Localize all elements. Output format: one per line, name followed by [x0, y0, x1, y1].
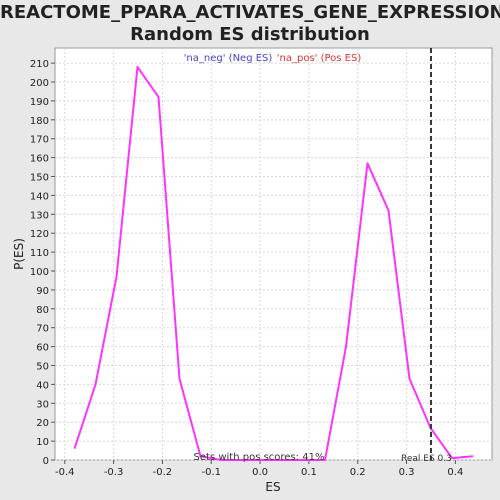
series-layer [73, 65, 474, 461]
y-tick-label: 180 [30, 116, 49, 127]
legend-pos: 'na_pos' (Pos ES) [277, 53, 362, 64]
axes: 0 10 20 30 40 50 60 70 80 90 100 110 120 130 140 150 160… [30, 59, 463, 478]
y-tick-label: 0 [43, 456, 49, 467]
y-tick-label: 70 [36, 324, 49, 335]
chart-title-line-2: Random ES distribution [130, 24, 370, 45]
plot-area [54, 47, 493, 461]
x-tick-label: 0.1 [301, 467, 317, 478]
real-es-label: Real ES 0.3 [401, 454, 452, 464]
y-tick-label: 30 [36, 399, 49, 410]
y-axis-label: P(ES) [12, 238, 26, 270]
y-tick-label: 80 [36, 305, 49, 316]
y-tick-label: 100 [30, 267, 49, 278]
y-tick-label: 130 [30, 210, 49, 221]
x-tick-label: -0.2 [153, 467, 173, 478]
x-tick-label: -0.4 [55, 467, 75, 478]
x-tick-label: 0.4 [447, 467, 463, 478]
grid [55, 48, 492, 461]
y-tick-label: 190 [30, 97, 49, 108]
x-tick-label: 0.0 [252, 467, 268, 478]
y-tick-label: 60 [36, 343, 49, 354]
x-tick-label: -0.3 [104, 467, 124, 478]
y-tick-label: 170 [30, 135, 49, 146]
x-tick-label: 0.2 [350, 467, 366, 478]
y-tick-label: 140 [30, 191, 49, 202]
y-tick-label: 50 [36, 362, 49, 373]
y-tick-label: 10 [36, 437, 49, 448]
x-axis-label: ES [265, 480, 280, 494]
y-tick-label: 160 [30, 154, 49, 165]
chart-title-line-1: REACTOME_PPARA_ACTIVATES_GENE_EXPRESSION… [0, 2, 500, 23]
y-tick-label: 210 [30, 59, 49, 70]
y-tick-label: 200 [30, 78, 49, 89]
y-tick-label: 20 [36, 418, 49, 429]
x-tick-label: -0.1 [201, 467, 221, 478]
y-tick-label: 110 [30, 248, 49, 259]
chart-title: REACTOME_PPARA_ACTIVATES_GENE_EXPRESSION… [0, 2, 500, 46]
x-tick-label: 0.3 [399, 467, 415, 478]
y-tick-label: 40 [36, 380, 49, 391]
y-tick-label: 120 [30, 229, 49, 240]
y-tick-label: 90 [36, 286, 49, 297]
pos-scores-annotation: Sets with pos scores: 41% [194, 452, 325, 463]
y-tick-label: 150 [30, 173, 49, 184]
legend-neg: 'na_neg' (Neg ES) [184, 53, 273, 64]
es-distribution-line [73, 65, 474, 461]
